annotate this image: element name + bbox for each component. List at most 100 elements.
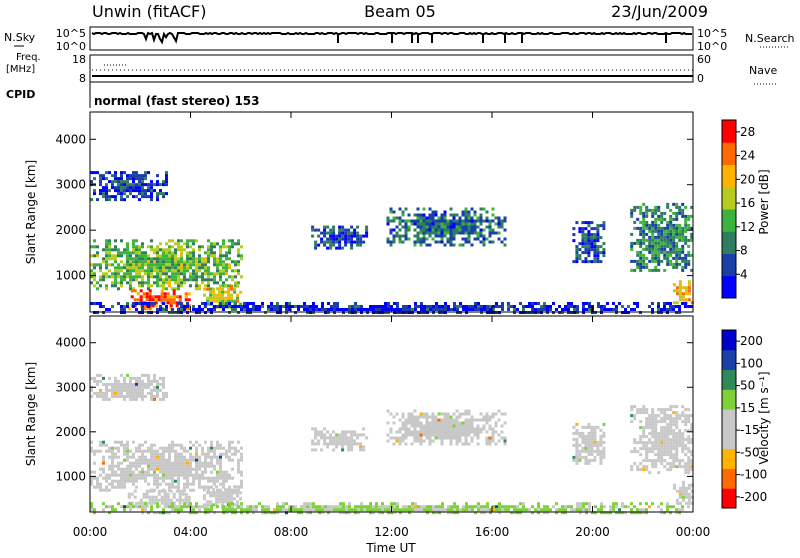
echo-cell xyxy=(138,180,141,184)
echo-cell xyxy=(126,443,129,447)
echo-cell xyxy=(147,257,150,261)
echo-cell xyxy=(468,308,471,311)
echo-cell xyxy=(654,420,658,424)
echo-cell xyxy=(441,305,444,308)
echo-cell xyxy=(338,234,342,238)
echo-cell xyxy=(449,231,453,235)
echo-cell xyxy=(615,308,618,311)
echo-cell xyxy=(675,465,679,469)
echo-cell xyxy=(393,508,396,512)
echo-cell xyxy=(93,177,96,181)
echo-cell xyxy=(678,238,682,242)
echo-cell xyxy=(138,505,141,509)
echo-cell xyxy=(561,508,564,512)
echo-cell xyxy=(654,438,658,442)
echo-cell xyxy=(675,511,678,515)
echo-cell xyxy=(183,269,186,273)
echo-cell xyxy=(153,449,156,453)
echo-cell xyxy=(90,479,93,483)
echo-cell xyxy=(210,446,213,450)
echo-cell xyxy=(404,418,408,422)
echo-cell xyxy=(178,298,182,302)
echo-cell xyxy=(431,225,435,229)
echo-cell xyxy=(423,505,426,509)
echo-cell xyxy=(204,452,207,456)
echo-cell xyxy=(434,231,438,235)
echo-cell xyxy=(147,511,150,515)
echo-cell xyxy=(360,505,363,509)
echo-cell xyxy=(684,214,688,218)
echo-cell xyxy=(180,302,183,305)
echo-cell xyxy=(657,205,661,209)
echo-cell xyxy=(210,470,213,474)
echo-cell xyxy=(159,461,162,465)
echo-cell xyxy=(303,305,306,308)
echo-cell xyxy=(138,391,141,395)
echo-cell xyxy=(642,214,646,218)
echo-cell xyxy=(117,248,120,252)
echo-cell xyxy=(497,409,501,413)
echo-cell xyxy=(228,284,231,288)
echo-cell xyxy=(575,440,579,444)
echo-cell xyxy=(672,262,676,266)
echo-cell xyxy=(90,394,93,398)
echo-cell xyxy=(147,470,150,474)
echo-cell xyxy=(578,443,582,447)
echo-cell xyxy=(476,237,480,241)
echo-cell xyxy=(219,452,222,456)
echo-cell xyxy=(177,266,180,270)
echo-cell xyxy=(639,411,643,415)
echo-cell xyxy=(431,222,435,226)
echo-cell xyxy=(407,219,411,223)
echo-cell xyxy=(201,449,204,453)
echo-cell xyxy=(153,479,156,483)
echo-cell xyxy=(353,439,357,443)
echo-cell xyxy=(675,405,679,409)
echo-cell xyxy=(416,430,420,434)
echo-cell xyxy=(117,275,120,279)
echo-cell xyxy=(353,234,357,238)
echo-cell xyxy=(440,216,444,220)
echo-cell xyxy=(108,263,111,267)
echo-cell xyxy=(585,511,588,515)
echo-cell xyxy=(672,250,676,254)
echo-cell xyxy=(102,461,105,465)
echo-cell xyxy=(537,302,540,305)
echo-cell xyxy=(159,446,162,450)
echo-cell xyxy=(169,301,173,305)
echo-cell xyxy=(288,505,291,509)
echo-cell xyxy=(237,458,240,462)
echo-cell xyxy=(497,439,501,443)
echo-cell xyxy=(359,433,363,437)
echo-cell xyxy=(419,213,423,217)
echo-cell xyxy=(221,296,225,300)
echo-cell xyxy=(99,379,102,383)
echo-cell xyxy=(455,219,459,223)
echo-cell xyxy=(153,251,156,255)
echo-cell xyxy=(428,430,432,434)
echo-cell xyxy=(675,265,679,269)
echo-cell xyxy=(681,229,685,233)
echo-cell xyxy=(180,443,183,447)
echo-cell xyxy=(150,245,153,249)
echo-cell xyxy=(111,467,114,471)
echo-cell xyxy=(192,455,195,459)
echo-cell xyxy=(350,234,354,238)
echo-cell xyxy=(144,461,147,465)
echo-cell xyxy=(500,430,504,434)
echo-cell xyxy=(600,505,603,509)
echo-cell xyxy=(470,424,474,428)
echo-cell xyxy=(687,492,691,496)
echo-cell xyxy=(222,482,225,486)
echo-cell xyxy=(236,491,240,495)
echo-cell xyxy=(147,245,150,249)
echo-cell xyxy=(171,275,174,279)
echo-cell xyxy=(461,427,465,431)
echo-cell xyxy=(177,485,180,489)
echo-cell xyxy=(687,217,691,221)
echo-cell xyxy=(437,219,441,223)
echo-cell xyxy=(129,505,132,509)
echo-cell xyxy=(435,505,438,509)
echo-cell xyxy=(240,458,243,462)
echo-cell xyxy=(177,242,180,246)
